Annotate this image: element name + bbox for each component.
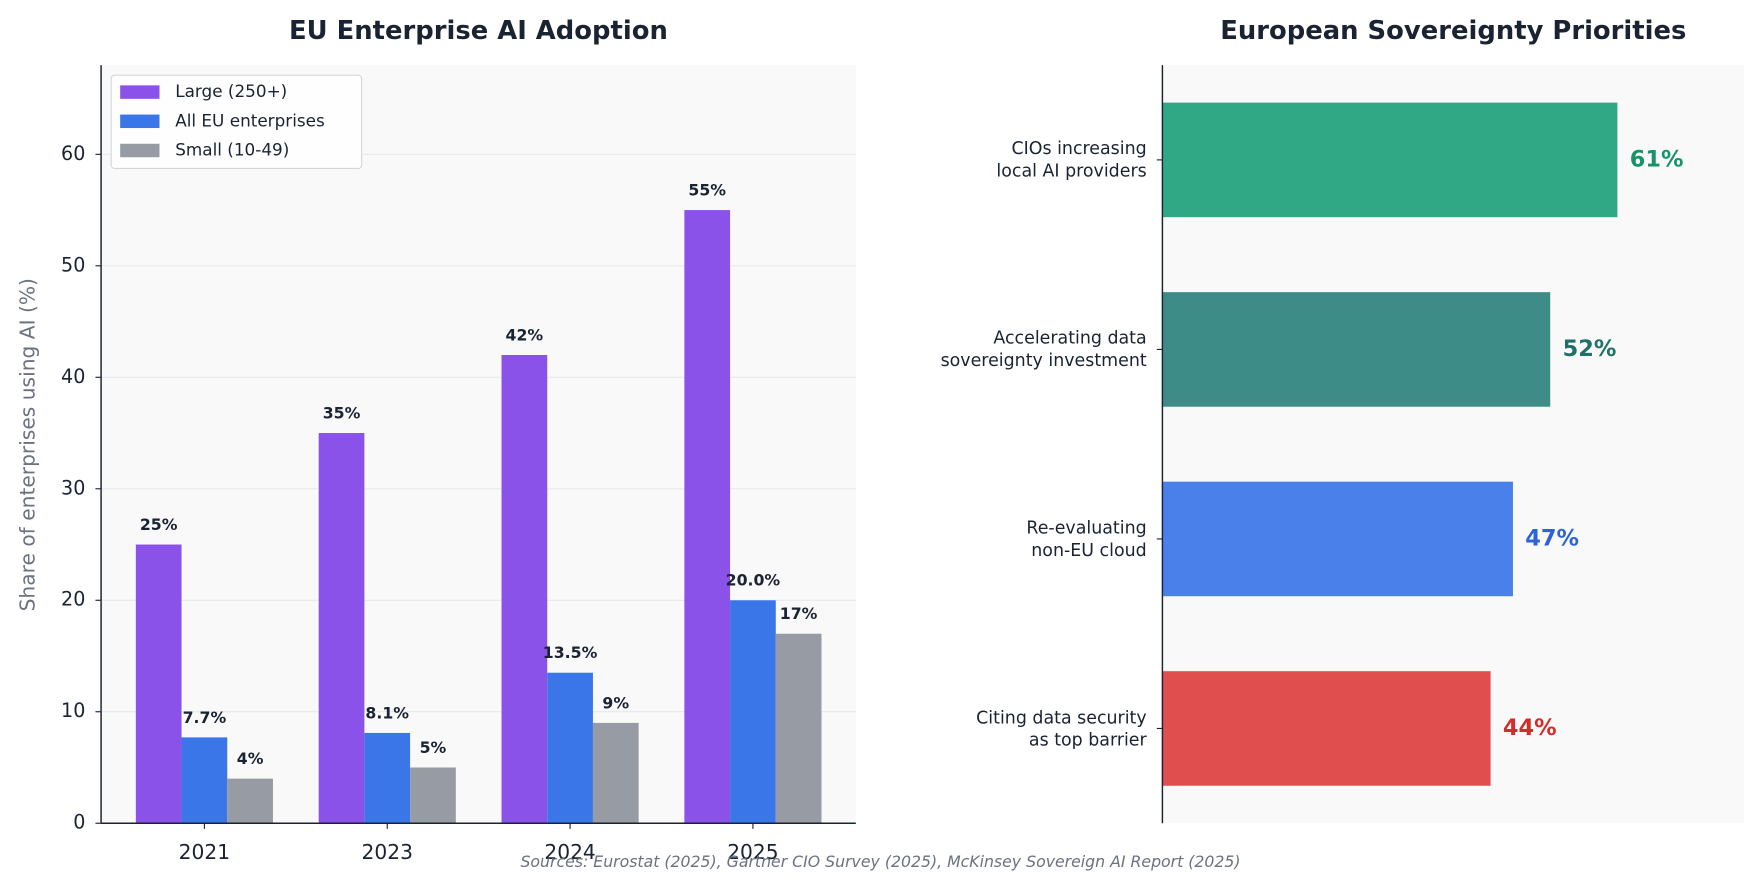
chart-title: EU Enterprise AI Adoption (289, 16, 668, 46)
y-tick-label: 20 (61, 588, 85, 611)
legend-label: Large (250+) (175, 81, 287, 101)
bar-value-label: 44% (1503, 715, 1557, 741)
bar (684, 210, 731, 824)
y-tick-label: Citing data security as top barrier (976, 707, 1147, 750)
legend-swatch (120, 85, 160, 99)
x-tick-label: 2024 (544, 840, 595, 864)
y-tick-label: 40 (61, 365, 85, 388)
legend-swatch (120, 114, 160, 129)
bar-value-label: 8.1% (365, 703, 409, 722)
bar (592, 722, 639, 824)
legend-label: Small (10-49) (175, 139, 289, 159)
bar (775, 633, 822, 824)
y-tick-label: 10 (61, 699, 85, 722)
bar-value-label: 52% (1563, 336, 1617, 362)
x-tick-label: 2021 (179, 840, 230, 864)
bar-value-label: 47% (1525, 525, 1579, 551)
bar (135, 544, 182, 824)
bar-value-label: 7.7% (183, 708, 227, 727)
x-tick-label: 2025 (727, 840, 778, 864)
bar (730, 600, 776, 824)
y-tick-label: 50 (61, 253, 85, 276)
bar-value-label: 55% (688, 180, 726, 199)
bar-value-label: 9% (602, 693, 629, 712)
bar (1162, 292, 1551, 407)
y-tick-label: CIOs increasing local AI providers (996, 138, 1147, 182)
bar-value-label: 42% (506, 325, 544, 344)
bar (501, 354, 548, 824)
x-tick-label: 2023 (362, 840, 413, 864)
bar (181, 737, 228, 824)
legend-swatch (120, 143, 160, 158)
bar-value-label: 17% (780, 604, 818, 623)
bar (1162, 481, 1513, 597)
y-tick-label: 60 (61, 142, 85, 165)
bar (410, 767, 456, 824)
y-axis-label: Share of enterprises using AI (%) (16, 278, 40, 611)
bar (547, 672, 593, 824)
bar-value-label: 25% (140, 515, 178, 534)
chart-title: European Sovereignty Priorities (1220, 16, 1686, 46)
y-tick-label: Accelerating data sovereignty investment (940, 328, 1147, 371)
legend-label: All EU enterprises (175, 110, 325, 130)
bar-value-label: 35% (323, 403, 361, 422)
y-tick-label: 0 (73, 811, 85, 834)
bar (318, 433, 365, 824)
legend-box (110, 74, 363, 170)
source-note: Sources: Eurostat (2025), Gartner CIO Su… (520, 852, 1240, 871)
bar-value-label: 61% (1630, 146, 1684, 172)
bar (227, 778, 273, 824)
y-tick-label: 30 (61, 476, 85, 499)
bar-value-label: 13.5% (543, 643, 598, 662)
bar (364, 732, 411, 824)
bar-value-label: 4% (237, 749, 264, 768)
bar-value-label: 20.0% (726, 571, 781, 590)
bar-value-label: 5% (420, 738, 447, 757)
y-tick-label: Re-evaluating non-EU cloud (1026, 517, 1147, 561)
bar (1162, 671, 1491, 786)
bar (1162, 102, 1618, 218)
